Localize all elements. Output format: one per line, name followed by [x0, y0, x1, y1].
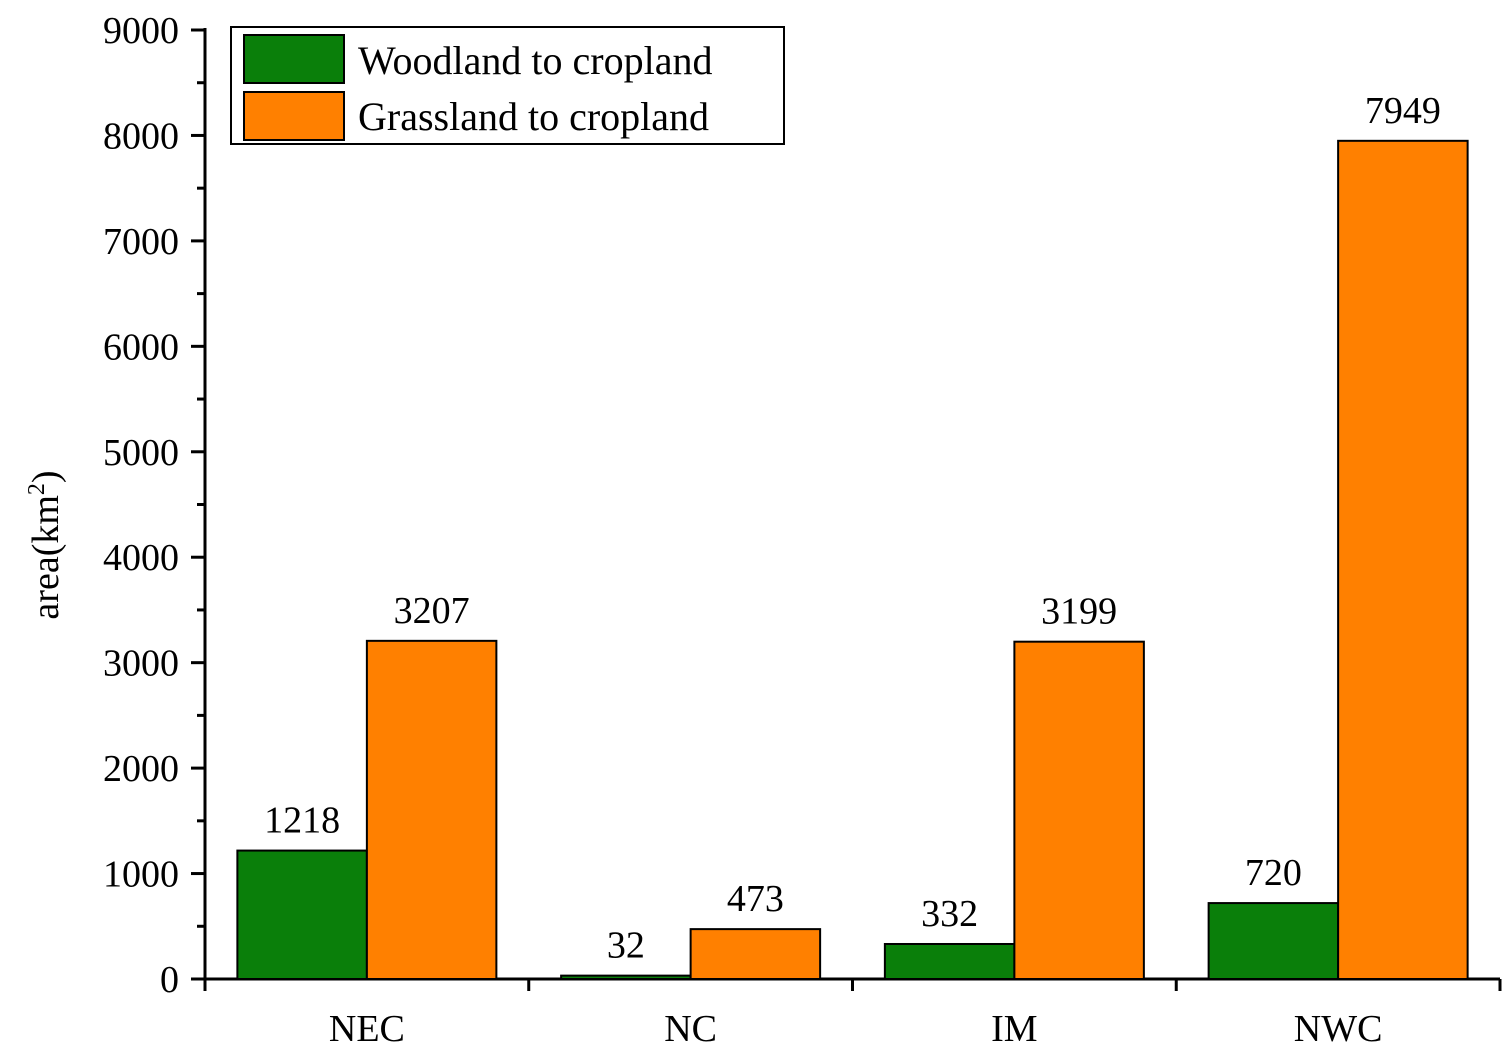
y-tick-label: 8000 [103, 115, 179, 157]
y-tick-label: 4000 [103, 537, 179, 579]
x-category-label: NEC [329, 1008, 405, 1050]
y-axis-title-close: ) [25, 470, 67, 483]
y-tick-label: 2000 [103, 748, 179, 790]
x-category-label: NC [664, 1008, 717, 1050]
data-label: 3199 [1041, 591, 1117, 633]
data-labels: 1218 3207 32 473 332 3199 720 7949 [264, 90, 1441, 967]
y-tick-label: 1000 [103, 854, 179, 896]
data-label: 720 [1245, 852, 1302, 894]
x-category-label: IM [991, 1008, 1037, 1050]
bar-grassland-nwc [1337, 139, 1469, 981]
y-tick-label: 7000 [103, 221, 179, 263]
legend-swatch-grassland [243, 91, 345, 141]
y-tick-label: 3000 [103, 643, 179, 685]
y-axis-title-base: area(km [25, 495, 67, 619]
y-tick-label: 6000 [103, 326, 179, 368]
x-axis: NEC NC IM NWC [203, 977, 1502, 1050]
bar-woodland-nwc [1207, 902, 1340, 981]
data-label: 332 [921, 893, 978, 935]
data-label: 473 [727, 878, 784, 920]
data-label: 1218 [264, 800, 340, 842]
y-tick-label: 0 [160, 959, 179, 1001]
legend-label-grassland: Grassland to cropland [358, 94, 709, 139]
y-axis-title: area(km2) [24, 470, 67, 619]
bar-grassland-nec [365, 639, 498, 980]
legend-label-woodland: Woodland to cropland [358, 38, 712, 83]
legend-swatch-woodland [243, 34, 345, 84]
bar-woodland-nec [236, 849, 368, 980]
data-label: 7949 [1365, 90, 1441, 132]
data-label: 32 [607, 925, 645, 967]
data-label: 3207 [394, 590, 470, 632]
y-axis: 0 1000 2000 3000 4000 5000 6000 7000 8000 9000 [103, 10, 207, 1001]
x-category-label: NWC [1294, 1008, 1383, 1050]
y-axis-title-sup: 2 [24, 483, 50, 495]
bar-woodland-nc [560, 974, 692, 981]
bar-grassland-nc [689, 928, 822, 980]
y-tick-label: 9000 [103, 10, 179, 52]
bar-woodland-im [883, 942, 1016, 980]
bars [236, 139, 1469, 981]
y-tick-label: 5000 [103, 432, 179, 474]
legend: Woodland to cropland Grassland to cropla… [230, 26, 785, 145]
bar-grassland-im [1013, 640, 1145, 980]
